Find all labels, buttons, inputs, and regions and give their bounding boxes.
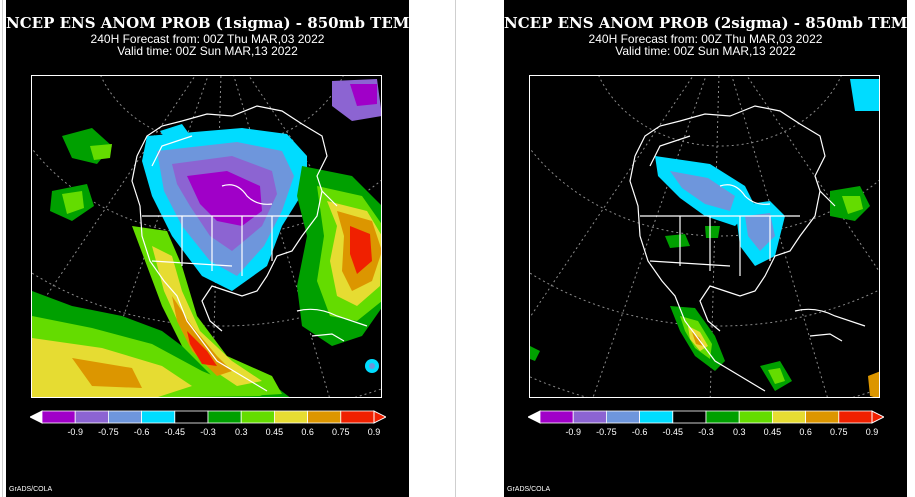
colorbar-label: -0.45 [165, 427, 186, 437]
colorbar-box [738, 410, 773, 424]
colorbar-label: 0.9 [368, 427, 381, 437]
colorbar-label: 0.75 [332, 427, 350, 437]
colorbar-box [307, 410, 342, 424]
colorbar-label: 0.3 [733, 427, 746, 437]
colorbar-box [273, 410, 308, 424]
forecast-from-text: 240H Forecast from: 00Z Thu MAR,03 2022 [90, 32, 325, 46]
colorbar-label: 0.45 [266, 427, 284, 437]
colorbar-box [174, 410, 209, 424]
colorbar-label: 0.6 [799, 427, 812, 437]
colorbar-label: -0.6 [134, 427, 150, 437]
anomaly-fields [32, 79, 381, 397]
colorbar-box [805, 410, 840, 424]
colorbar-box [639, 410, 674, 424]
colorbar-box [108, 410, 143, 424]
colorbar: -0.9 -0.75 -0.6 -0.45 -0.3 0.3 0.45 0.6 0.75 0.9 [30, 410, 386, 437]
forecast-from-text: 240H Forecast from: 00Z Thu MAR,03 2022 [588, 32, 823, 46]
colorbar-box [74, 410, 109, 424]
colorbar: -0.9 -0.75 -0.6 -0.45 -0.3 0.3 0.45 0.6 0.75 0.9 [528, 410, 884, 437]
colorbar-label: -0.75 [98, 427, 119, 437]
map-canvas [32, 76, 381, 397]
colorbar-label: 0.75 [830, 427, 848, 437]
colorbar-box [141, 410, 176, 424]
divider-line [455, 0, 456, 497]
colorbar-box [838, 410, 873, 424]
colorbar-label: -0.6 [632, 427, 648, 437]
colorbar-box [240, 410, 275, 424]
colorbar-label: -0.9 [67, 427, 83, 437]
colorbar-box [207, 410, 242, 424]
colorbar-label: 0.6 [301, 427, 314, 437]
panel-title: NCEP ENS ANOM PROB (1sigma) - 850mb TEMP [6, 14, 421, 32]
frame-line [2, 0, 3, 497]
map-panel-2sigma: NCEP ENS ANOM PROB (2sigma) - 850mb TEMP… [504, 0, 915, 497]
colorbar-box [606, 410, 641, 424]
anomaly-map [31, 75, 382, 398]
anomaly-fields [530, 79, 879, 397]
anomaly-map [529, 75, 880, 398]
colorbar-label: -0.45 [663, 427, 684, 437]
coastlines [131, 105, 368, 392]
colorbar-label: 0.9 [866, 427, 879, 437]
valid-time-text: Valid time: 00Z Sun MAR,13 2022 [615, 44, 796, 58]
colorbar-label: 0.3 [235, 427, 248, 437]
colorbar-label: -0.3 [698, 427, 714, 437]
colorbar-label: -0.75 [596, 427, 617, 437]
credit-text: GrADS/COLA [507, 486, 551, 493]
colorbar-label: 0.45 [764, 427, 782, 437]
panel-title: NCEP ENS ANOM PROB (2sigma) - 850mb TEMP [504, 14, 915, 32]
colorbar-box [572, 410, 607, 424]
colorbar-box [672, 410, 707, 424]
coastlines [629, 105, 866, 392]
colorbar-box [771, 410, 806, 424]
colorbar-box [41, 410, 76, 424]
colorbar-label: -0.9 [565, 427, 581, 437]
colorbar-box [705, 410, 740, 424]
map-canvas [530, 76, 879, 397]
valid-time-text: Valid time: 00Z Sun MAR,13 2022 [117, 44, 298, 58]
colorbar-box [539, 410, 574, 424]
map-panel-1sigma: NCEP ENS ANOM PROB (1sigma) - 850mb TEMP… [6, 0, 421, 497]
colorbar-box [340, 410, 375, 424]
credit-text: GrADS/COLA [9, 486, 53, 493]
colorbar-label: -0.3 [200, 427, 216, 437]
